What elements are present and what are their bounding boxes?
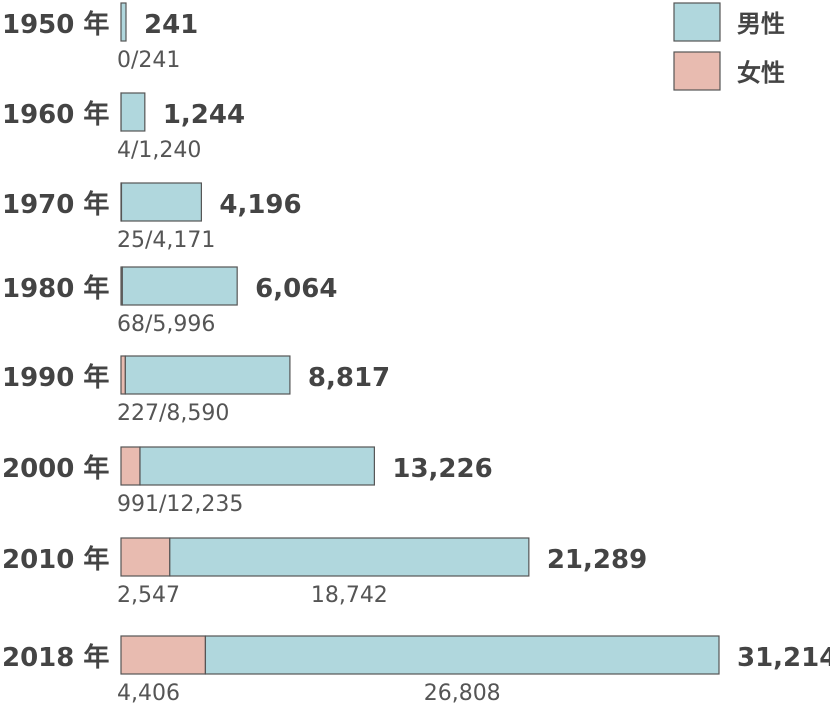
- year-label: 2010 年: [2, 544, 109, 575]
- bar-female: [120, 446, 141, 486]
- legend-male-swatch: [673, 2, 721, 42]
- legend-female-swatch: [673, 51, 721, 91]
- female-value-label: 4,406: [117, 681, 180, 706]
- year-label: 2018 年: [2, 642, 109, 673]
- total-label: 6,064: [255, 274, 337, 304]
- bar-male: [120, 2, 127, 42]
- female-male-label: 25/4,171: [117, 228, 215, 253]
- male-value-label: 26,808: [424, 681, 501, 706]
- female-male-label: 4/1,240: [117, 138, 201, 163]
- year-label: 2000 年: [2, 453, 109, 484]
- bar-row-1960: 1960 年 1,244 4/1,240: [2, 92, 245, 163]
- year-label: 1970 年: [2, 189, 109, 220]
- total-label: 13,226: [392, 454, 492, 484]
- bar-male: [120, 182, 202, 222]
- bar-row-2000: 2000 年 13,226 991/12,235: [2, 446, 493, 517]
- total-label: 31,214: [737, 643, 830, 673]
- bar-male: [169, 537, 530, 577]
- year-label: 1950 年: [2, 9, 109, 40]
- bar-row-1990: 1990 年 8,817 227/8,590: [2, 355, 390, 426]
- bar-female: [120, 537, 171, 577]
- female-male-label: 68/5,996: [117, 312, 215, 337]
- total-label: 241: [144, 10, 198, 40]
- bar-male: [204, 635, 720, 675]
- bar-row-1950: 1950 年 241 0/241: [2, 2, 198, 73]
- year-label: 1960 年: [2, 99, 109, 130]
- bar-row-1980: 1980 年 6,064 68/5,996: [2, 266, 337, 337]
- bar-female: [120, 635, 207, 675]
- female-male-label: 227/8,590: [117, 401, 229, 426]
- legend-female-label: 女性: [737, 59, 785, 87]
- legend-male-label: 男性: [737, 10, 785, 38]
- male-value-label: 18,742: [311, 583, 388, 608]
- female-value-label: 2,547: [117, 583, 180, 608]
- bar-row-2010: 2010 年 21,289 2,547 18,742: [2, 537, 647, 608]
- female-male-label: 0/241: [117, 48, 180, 73]
- total-label: 1,244: [163, 100, 245, 130]
- total-label: 8,817: [308, 363, 390, 393]
- year-label: 1990 年: [2, 362, 109, 393]
- bar-row-2018: 2018 年 31,214 4,406 26,808: [2, 635, 830, 706]
- bar-male: [139, 446, 375, 486]
- female-male-label: 991/12,235: [117, 492, 243, 517]
- total-label: 21,289: [547, 545, 647, 575]
- bar-male: [124, 355, 291, 395]
- year-label: 1980 年: [2, 273, 109, 304]
- bar-female: [120, 355, 126, 395]
- total-label: 4,196: [219, 190, 301, 220]
- bar-male: [121, 266, 238, 306]
- bar-male: [120, 92, 146, 132]
